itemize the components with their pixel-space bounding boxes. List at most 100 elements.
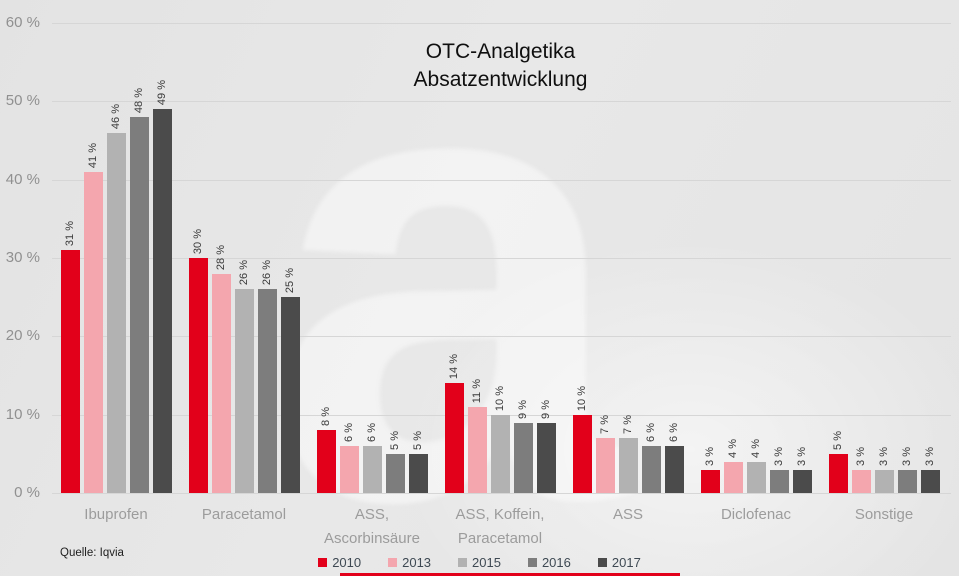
category-label-line: Paracetamol	[457, 530, 543, 547]
bar-paracetamol-2017	[280, 297, 300, 493]
bar-ass-ascorbins-ure-2013	[339, 446, 359, 493]
bar-value-text: 4 %	[750, 438, 762, 458]
legend-label: 2015	[472, 555, 501, 570]
category-label-line: Paracetamol	[201, 506, 287, 523]
bar-value-label: 5 %	[409, 431, 428, 450]
bar-ass-ascorbins-ure-2017	[408, 453, 428, 493]
category-label-line: ASS	[612, 506, 643, 523]
category-label-ass-ascorbins-ure: ASS, Ascorbinsäure	[287, 503, 457, 551]
chart-title-line2: Absatzentwicklung	[413, 68, 588, 91]
bar-diclofenac-2015	[746, 461, 766, 493]
bar-value-label: 3 %	[770, 447, 789, 466]
bar-sonstige-2015	[874, 469, 894, 493]
bar-paracetamol-2010	[188, 258, 208, 493]
bar-ass-2015	[618, 438, 638, 493]
bar-value-text: 26 %	[238, 260, 250, 286]
bar-value-text: 31 %	[64, 221, 76, 247]
bar-value-text: 5 %	[412, 430, 424, 450]
bar-value-text: 3 %	[924, 446, 936, 466]
bar-value-text: 41 %	[87, 142, 99, 168]
bar-sonstige-2016	[897, 469, 917, 493]
bar-value-text: 6 %	[645, 423, 657, 443]
legend-swatch-icon	[458, 558, 468, 567]
bar-value-label: 5 %	[386, 431, 405, 450]
bar-value-text: 6 %	[668, 423, 680, 443]
category-label-line: ASS,	[354, 506, 390, 523]
bar-sonstige-2010	[828, 453, 848, 493]
legend-item-2010: 2010	[318, 555, 361, 570]
bar-value-text: 28 %	[215, 244, 227, 270]
bar-value-label: 3 %	[898, 447, 917, 466]
bar-ass-ascorbins-ure-2015	[362, 446, 382, 493]
bar-paracetamol-2013	[211, 273, 231, 493]
bar-diclofenac-2010	[700, 469, 720, 493]
bar-value-label: 10 %	[491, 386, 510, 411]
category-label-ass-koffein-paracetamol: ASS, Koffein, Paracetamol	[415, 503, 585, 551]
bar-ass-2017	[664, 446, 684, 493]
category-label-diclofenac: Diclofenac	[671, 503, 841, 527]
bar-value-text: 10 %	[494, 385, 506, 411]
bar-value-label: 26 %	[235, 260, 254, 285]
bar-value-label: 3 %	[701, 447, 720, 466]
category-label-sonstige: Sonstige	[799, 503, 959, 527]
category-label-line: Diclofenac	[720, 506, 792, 523]
bar-value-text: 3 %	[855, 446, 867, 466]
bar-value-text: 3 %	[901, 446, 913, 466]
bar-ass-ascorbins-ure-2010	[316, 430, 336, 493]
source-note: Quelle: Iqvia	[60, 547, 124, 559]
bar-ass-ascorbins-ure-2016	[385, 453, 405, 493]
bar-ass-koffein-paracetamol-2010	[444, 383, 464, 493]
y-tick-label-0: 0 %	[14, 484, 40, 501]
bar-ass-2010	[572, 414, 592, 493]
legend-swatch-icon	[388, 558, 398, 567]
bar-value-text: 6 %	[343, 423, 355, 443]
bar-value-label: 4 %	[724, 439, 743, 458]
category-label-paracetamol: Paracetamol	[159, 503, 329, 527]
legend-swatch-icon	[318, 558, 328, 567]
bar-value-label: 11 %	[468, 379, 487, 403]
bar-ibuprofen-2016	[129, 117, 149, 493]
bar-ass-koffein-paracetamol-2017	[536, 422, 556, 493]
bar-value-label: 41 %	[84, 143, 103, 168]
bar-value-label: 3 %	[793, 447, 812, 466]
legend-label: 2016	[541, 555, 571, 570]
bar-ibuprofen-2017	[152, 109, 172, 493]
legend-label: 2013	[402, 555, 432, 570]
gridline-40	[52, 179, 951, 181]
legend-label: 2017	[611, 555, 641, 570]
bar-value-label: 8 %	[317, 407, 336, 426]
y-tick-label-40: 40 %	[5, 170, 40, 188]
bar-value-text: 6 %	[366, 423, 378, 443]
bar-ass-koffein-paracetamol-2015	[490, 414, 510, 493]
category-label-line: ASS, Koffein,	[455, 506, 545, 523]
bar-diclofenac-2013	[723, 461, 743, 493]
y-tick-label-20: 20 %	[5, 327, 40, 345]
legend-item-2016: 2016	[527, 555, 571, 570]
bar-value-label: 10 %	[573, 386, 592, 411]
bar-paracetamol-2016	[257, 289, 277, 493]
bar-value-text: 5 %	[389, 430, 401, 450]
bar-value-label: 14 %	[445, 354, 464, 379]
legend-label: 2010	[332, 555, 362, 570]
bar-value-text: 14 %	[448, 354, 460, 380]
bar-sonstige-2013	[851, 469, 871, 493]
bar-value-label: 6 %	[642, 423, 661, 442]
category-label-ibuprofen: Ibuprofen	[31, 503, 201, 527]
y-tick-label-60: 60 %	[5, 14, 40, 32]
category-label-line: Ascorbinsäure	[324, 530, 420, 547]
bar-diclofenac-2017	[792, 469, 812, 493]
bar-value-text: 7 %	[599, 415, 611, 435]
bar-value-label: 26 %	[258, 260, 277, 285]
bar-ibuprofen-2010	[60, 250, 80, 493]
bar-value-text: 9 %	[517, 399, 529, 419]
bar-ass-koffein-paracetamol-2016	[513, 422, 533, 493]
legend-swatch-icon	[597, 558, 607, 567]
gridline-30	[52, 258, 951, 259]
bar-value-text: 3 %	[878, 446, 890, 466]
legend-item-2015: 2015	[458, 555, 501, 570]
bar-ass-2016	[641, 446, 661, 493]
gridline-20	[52, 336, 951, 338]
bar-value-label: 6 %	[340, 423, 359, 442]
bar-value-label: 3 %	[875, 447, 894, 466]
bar-value-text: 25 %	[284, 268, 296, 294]
